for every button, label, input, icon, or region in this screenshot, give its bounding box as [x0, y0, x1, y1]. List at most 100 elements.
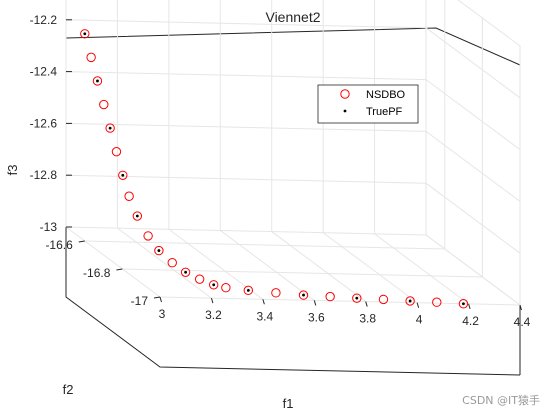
- axes-box: [65, 27, 521, 376]
- grid-line-z: [65, 174, 427, 184]
- grid-lines: [65, 0, 521, 306]
- y-tick-label: -17: [131, 294, 149, 308]
- y-tick-mark: [78, 240, 85, 243]
- legend-label-nsdbo: NSDBO: [366, 89, 406, 101]
- point-nsdbo: [80, 29, 90, 39]
- point-truepf: [83, 32, 87, 36]
- point-truepf: [462, 302, 465, 306]
- grid-line-x: [117, 227, 212, 299]
- y-tick-mark: [153, 296, 161, 299]
- x-tick-mark: [519, 304, 522, 311]
- point-nsdbo: [458, 299, 469, 309]
- point-truepf: [212, 283, 216, 287]
- point-nsdbo: [99, 99, 109, 110]
- legend-box: [317, 84, 419, 124]
- grid-line-z: [425, 182, 521, 254]
- grid-line-x: [374, 233, 469, 305]
- grid-line-x: [322, 232, 418, 304]
- legend-marker-truepf: [343, 109, 347, 113]
- grid-line-z: [457, 0, 521, 47]
- point-nsdbo: [352, 293, 362, 303]
- point-nsdbo: [92, 76, 103, 86]
- x-tick-mark: [416, 302, 420, 308]
- grid-line-x: [271, 231, 367, 302]
- x-axis-label: f1: [283, 396, 294, 411]
- z-tick-label: -12.4: [30, 65, 58, 79]
- x-tick-mark: [313, 300, 317, 306]
- x-tick-mark: [210, 297, 214, 304]
- grid-line-z: [425, 27, 521, 99]
- point-truepf: [355, 296, 359, 300]
- z-tick-label: -13: [40, 220, 58, 234]
- grid-line-z: [425, 234, 521, 306]
- x-tick-label: 3.8: [359, 312, 376, 326]
- grid-line-x: [168, 228, 264, 300]
- grid-line-z: [65, 122, 427, 132]
- legend: NSDBO TruePF: [317, 84, 419, 124]
- x-tick-label: 3: [159, 307, 166, 321]
- point-nsdbo: [118, 170, 128, 180]
- point-truepf: [184, 270, 188, 274]
- point-nsdbo: [298, 290, 309, 300]
- point-nsdbo: [105, 123, 115, 133]
- y-tick-mark: [116, 268, 123, 271]
- grid-line-x: [65, 226, 161, 298]
- x-tick-mark: [262, 299, 265, 305]
- point-truepf: [135, 214, 139, 218]
- point-nsdbo: [154, 245, 164, 256]
- x-tick-mark: [468, 303, 471, 310]
- point-truepf: [121, 173, 125, 177]
- point-truepf: [108, 126, 112, 130]
- point-nsdbo: [143, 231, 153, 241]
- x-tick-mark: [159, 296, 162, 303]
- x-tick-label: 4: [416, 313, 423, 327]
- chart-title: Viennet2: [265, 9, 320, 25]
- point-nsdbo: [243, 285, 254, 296]
- point-truepf: [302, 293, 305, 297]
- z-tick-label: -12.8: [30, 168, 58, 182]
- grid-line-z: [65, 19, 427, 29]
- point-nsdbo: [132, 211, 143, 221]
- point-nsdbo: [221, 283, 231, 293]
- x-tick-label: 4.2: [462, 314, 479, 328]
- grid-line-x: [219, 230, 315, 301]
- y-tick-label: -16.8: [83, 266, 111, 280]
- grid-line-y: [159, 296, 521, 306]
- point-nsdbo: [180, 267, 191, 277]
- grid-line-z: [65, 226, 427, 236]
- point-truepf: [96, 79, 99, 83]
- watermark: CSDN @IT猿手: [462, 393, 540, 407]
- point-truepf: [246, 288, 250, 292]
- grid-line-y: [122, 268, 483, 278]
- point-nsdbo: [271, 288, 281, 298]
- grid-line-y: [84, 240, 445, 250]
- point-nsdbo: [432, 297, 442, 307]
- x-tick-label: 3.2: [205, 308, 222, 322]
- point-nsdbo: [194, 274, 205, 284]
- point-nsdbo: [378, 294, 389, 305]
- legend-marker-nsdbo: [340, 89, 350, 99]
- grid-line-z: [425, 130, 521, 202]
- tick-labels: 3 3.2 3.4 3.6 3.8 4 4.2 4.4 -17 -16.8 -16.6 -13 -12.…: [30, 13, 531, 329]
- x-tick-mark: [365, 301, 368, 307]
- x-tick-label: 3.4: [257, 309, 274, 323]
- point-nsdbo: [405, 296, 415, 306]
- legend-label-truepf: TruePF: [366, 106, 403, 118]
- y-axis-label: f2: [63, 382, 74, 397]
- grid-line-z: [425, 79, 521, 151]
- point-truepf: [157, 249, 161, 252]
- point-nsdbo: [325, 291, 335, 302]
- grid-line-z: [65, 71, 427, 81]
- point-nsdbo: [167, 258, 177, 268]
- x-tick-label: 4.4: [514, 315, 531, 329]
- y-tick-label: -16.6: [45, 238, 73, 252]
- z-axis-label: f3: [5, 165, 20, 176]
- x-tick-label: 3.6: [308, 310, 325, 324]
- point-nsdbo: [124, 191, 134, 201]
- point-truepf: [408, 299, 412, 303]
- point-nsdbo: [111, 146, 122, 157]
- point-nsdbo: [86, 52, 96, 63]
- z-tick-label: -12.2: [30, 13, 58, 27]
- z-tick-label: -12.6: [30, 116, 58, 130]
